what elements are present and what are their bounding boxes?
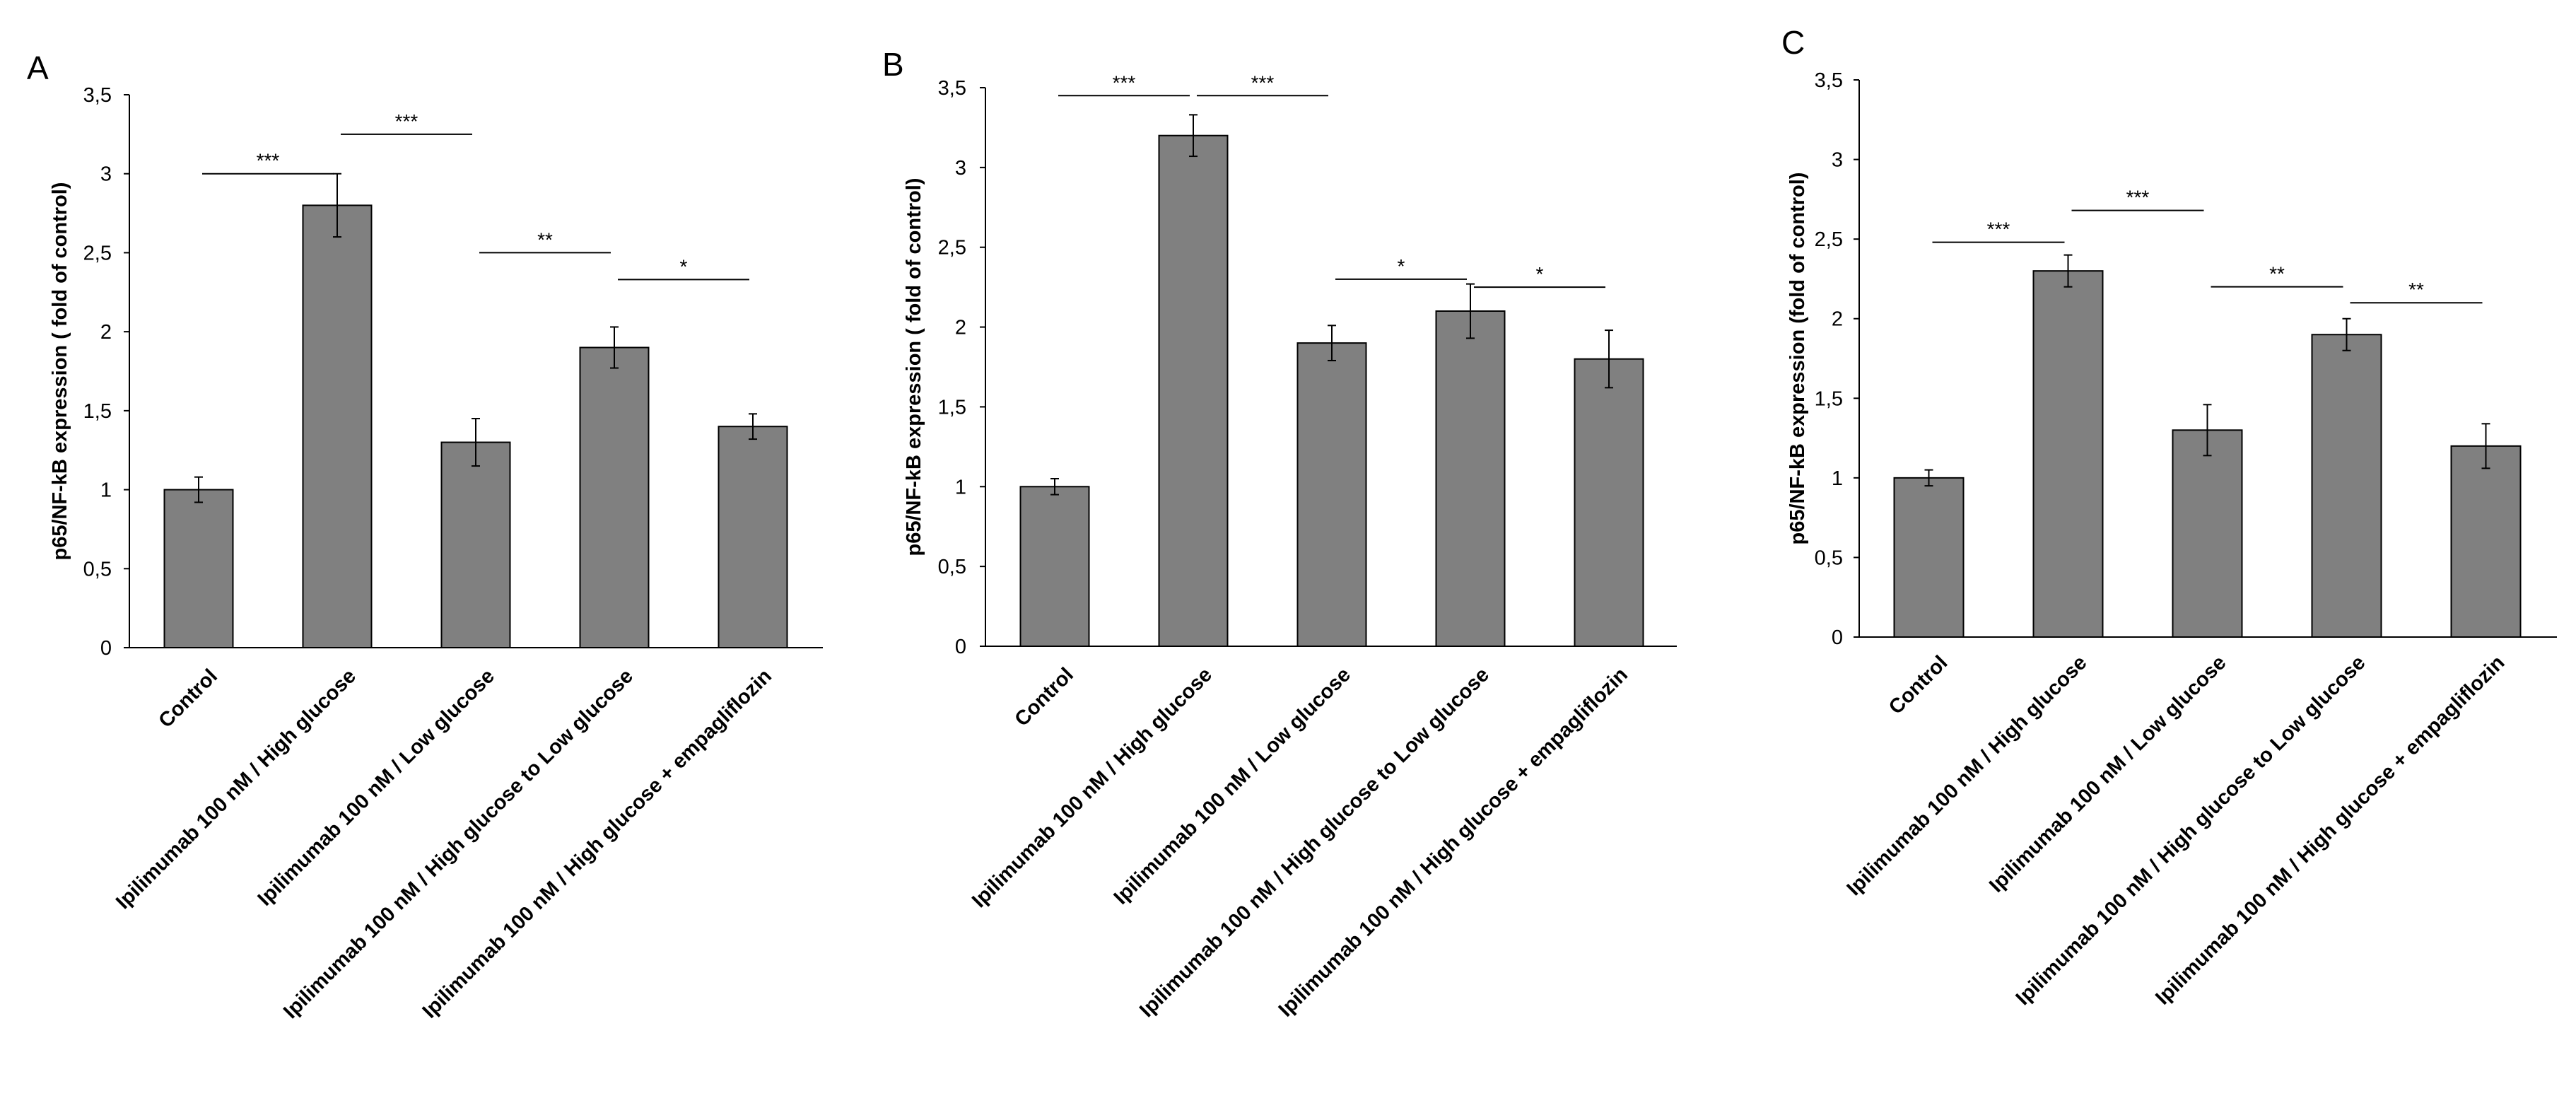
y-axis-title: p65/NF-kB expression ( fold of control) [903,178,925,556]
significance-label: * [1536,263,1544,285]
y-tick-label: 1,5 [83,400,112,423]
y-tick-label: 0 [955,636,966,658]
bar [2450,445,2522,638]
y-tick-label: 0 [1832,626,1843,649]
y-tick-label: 1 [1832,467,1843,490]
significance-label: *** [257,150,280,172]
significance-label: ** [537,228,553,250]
panel-label: B [882,46,904,83]
x-tick-label: Ipilimumab 100 nM / High glucose [112,665,361,914]
y-tick-label: 0 [100,637,112,660]
bar [1296,342,1367,647]
y-tick-label: 1,5 [938,396,966,419]
y-tick-label: 3,5 [83,84,112,107]
y-tick-label: 0,5 [83,558,112,580]
x-tick-label: Control [1885,651,1953,719]
y-tick-label: 0,5 [938,556,966,578]
bar [163,489,234,648]
bar [2311,334,2382,638]
y-tick-label: 0,5 [1815,547,1843,569]
y-tick-label: 2,5 [938,237,966,259]
y-tick-label: 3,5 [938,77,966,100]
significance-label: *** [1987,218,2010,240]
bar [718,426,788,648]
bar [2172,429,2243,638]
y-axis-title: p65/NF-kB expression (fold of control) [1786,173,1809,545]
significance-label: * [680,255,688,277]
panel-label: C [1781,24,1805,61]
x-tick-label: Control [1010,663,1078,731]
y-axis-title: p65/NF-kB expression ( fold of control) [49,182,71,561]
y-tick-label: 2 [1832,308,1843,331]
significance-label: * [1398,255,1405,277]
bar [440,441,511,648]
y-tick-label: 1 [955,476,966,498]
y-tick-label: 2 [100,321,112,344]
x-tick-label: Ipilimumab 100 nM / Low glucose [254,665,499,910]
significance-label: *** [1113,71,1136,93]
y-tick-label: 2 [955,317,966,339]
x-tick-label: Control [154,665,222,733]
x-tick-label: Ipilimumab 100 nM / Low glucose [1110,663,1355,909]
x-tick-label: Ipilimumab 100 nM / High glucose [968,663,1217,912]
y-tick-label: 3 [955,157,966,180]
y-tick-label: 2,5 [83,242,112,264]
y-tick-label: 1,5 [1815,387,1843,410]
bar [2032,270,2104,638]
y-tick-label: 3 [1832,149,1843,172]
significance-label: *** [1251,71,1275,93]
panel-label: A [27,49,49,86]
y-tick-label: 3,5 [1815,69,1843,92]
significance-label: ** [2269,263,2285,285]
bar [1893,477,1965,638]
bar [1158,134,1229,647]
x-tick-label: Ipilimumab 100 nM / Low glucose [1985,651,2230,897]
bar [579,346,650,648]
significance-label: *** [2126,187,2150,209]
bar [302,204,373,648]
y-tick-label: 2,5 [1815,228,1843,251]
x-tick-label: Ipilimumab 100 nM / High glucose [1843,651,2092,900]
bar [1019,486,1090,647]
bar [1435,310,1506,647]
y-tick-label: 3 [100,163,112,186]
significance-label: ** [2408,279,2424,300]
y-tick-label: 1 [100,479,112,502]
significance-label: *** [395,110,418,132]
bar [1574,358,1644,647]
